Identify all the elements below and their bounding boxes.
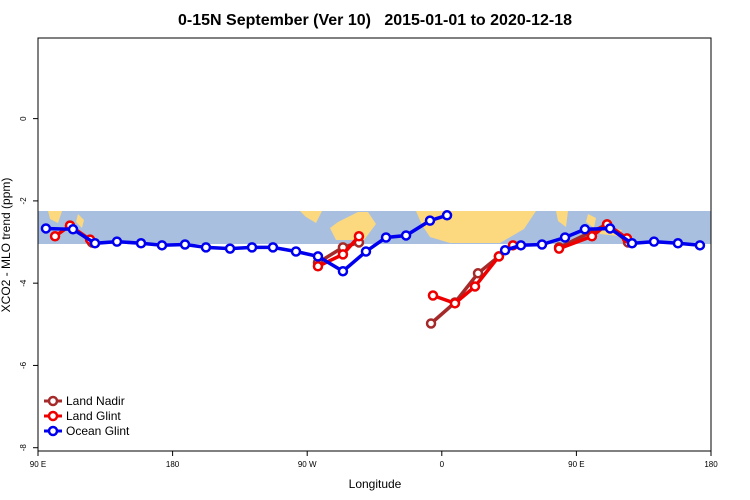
x-tick-label: 90 E (568, 460, 584, 469)
legend-marker (47, 410, 59, 422)
data-point (111, 236, 123, 247)
data-point (469, 281, 481, 292)
data-point (449, 298, 461, 309)
data-point (156, 240, 168, 251)
data-point (536, 239, 548, 250)
x-axis-label: Longitude (349, 477, 402, 491)
x-tick-label: 90 E (30, 460, 46, 469)
data-point (559, 232, 571, 243)
data-point (694, 240, 706, 251)
data-point (441, 210, 453, 221)
data-point (493, 251, 505, 262)
data-point (267, 242, 279, 253)
data-point (400, 230, 412, 241)
data-point (579, 224, 591, 235)
y-tick-label: -6 (19, 361, 28, 369)
data-point (425, 318, 437, 329)
x-tick-label: 180 (704, 460, 718, 469)
y-tick-label: -8 (19, 444, 28, 452)
data-point (380, 232, 392, 243)
data-point (67, 224, 79, 235)
y-tick-label: -4 (19, 279, 28, 287)
data-point (246, 242, 258, 253)
y-tick-label: 0 (19, 116, 28, 121)
plot-frame (37, 37, 712, 452)
legend-label: Land Glint (66, 409, 121, 423)
y-tick-label: -2 (19, 197, 28, 205)
chart-title: 0-15N September (Ver 10) 2015-01-01 to 2… (178, 12, 572, 29)
legend-marker (47, 425, 59, 437)
legend-label: Ocean Glint (66, 424, 130, 438)
data-point (424, 215, 436, 226)
data-point (515, 240, 527, 251)
data-point (49, 231, 61, 242)
y-axis-label: XCO2 - MLO trend (ppm) (0, 178, 13, 313)
x-tick-label: 90 W (298, 460, 317, 469)
data-point (472, 268, 484, 279)
data-point (337, 249, 349, 260)
data-point (360, 246, 372, 257)
data-point (40, 223, 52, 234)
data-point (200, 242, 212, 253)
data-point (672, 238, 684, 249)
data-point (290, 246, 302, 257)
x-tick-label: 0 (440, 460, 445, 469)
data-point (604, 223, 616, 234)
data-point (626, 238, 638, 249)
data-point (648, 236, 660, 247)
data-point (586, 231, 598, 242)
legend-label: Land Nadir (66, 394, 125, 408)
data-point (553, 243, 565, 254)
data-point (89, 238, 101, 249)
x-tick-label: 180 (166, 460, 180, 469)
data-point (224, 243, 236, 254)
data-point (135, 238, 147, 249)
legend-marker (47, 395, 59, 407)
data-point (499, 245, 511, 256)
data-point (179, 239, 191, 250)
data-point (312, 251, 324, 262)
data-point (337, 265, 349, 277)
data-point (427, 290, 439, 301)
data-point (353, 231, 365, 242)
data-point (312, 261, 324, 272)
